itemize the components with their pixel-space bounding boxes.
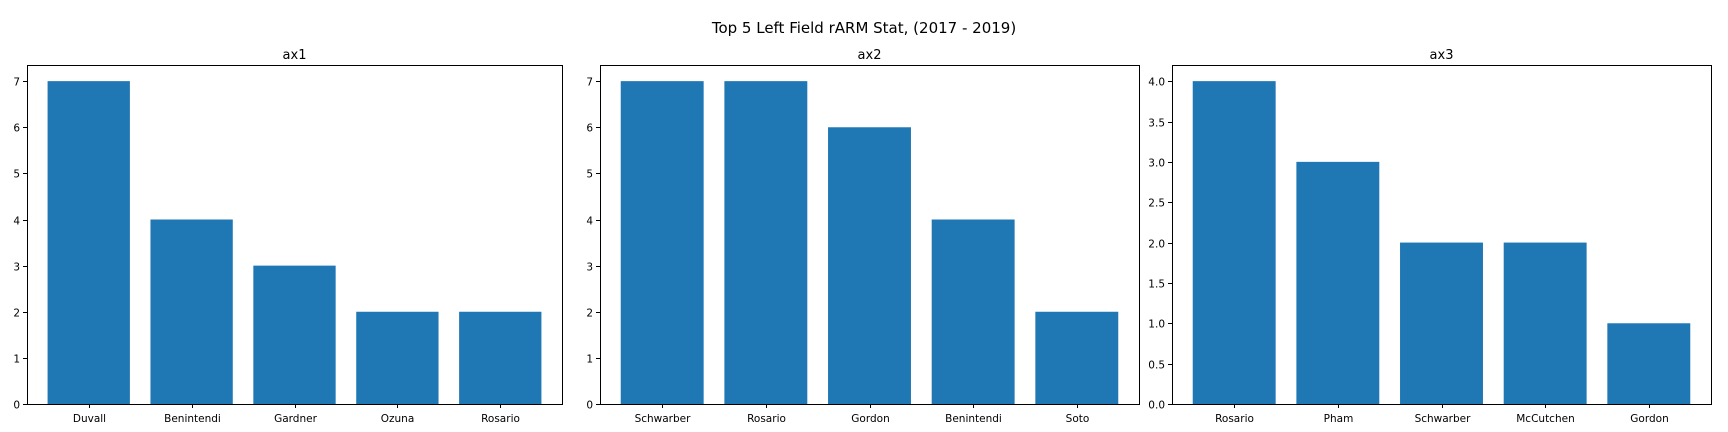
x-tick-label: Gardner <box>274 413 317 425</box>
y-tick-label: 1 <box>586 354 593 366</box>
y-tick-label: 2.5 <box>1148 198 1165 210</box>
subplot-3: 0.0 0.5 1.0 1.5 2.0 2.5 3.0 3.5 4.0 Rosario Pham Sc… <box>1148 48 1712 425</box>
bar-soto <box>1035 311 1119 404</box>
x-tick-label: Benintendi <box>945 413 1002 425</box>
y-tick-label: 4.0 <box>1148 77 1165 89</box>
subplots: 0 1 2 3 4 5 6 7 Duvall Benintendi Gardner Ozuna Rosa… <box>13 48 1712 425</box>
y-tick-label: 7 <box>13 77 20 89</box>
x-tick-label: Ozuna <box>381 413 415 425</box>
bar-schwarber <box>620 81 704 405</box>
bar-rosario <box>459 311 542 404</box>
y-tick-label: 3 <box>13 262 20 274</box>
bar-duvall <box>47 81 130 405</box>
x-tick-label: Pham <box>1324 413 1354 425</box>
subplot-1: 0 1 2 3 4 5 6 7 Duvall Benintendi Gardner Ozuna Rosa… <box>13 48 563 425</box>
bar-pham <box>1296 161 1380 404</box>
y-tick-label: 4 <box>586 216 593 228</box>
bar-mccutchen <box>1503 242 1587 404</box>
bar-benintendi <box>150 219 233 404</box>
bar-ozuna <box>356 311 439 404</box>
y-tick-label: 3.5 <box>1148 118 1165 130</box>
x-tick-label: Benintendi <box>164 413 221 425</box>
y-tick-label: 3.0 <box>1148 158 1165 170</box>
y-tick-label: 2 <box>586 308 593 320</box>
y-tick-label: 3 <box>586 262 593 274</box>
y-tick-label: 0 <box>13 400 20 412</box>
y-tick-label: 6 <box>13 123 20 135</box>
bar-schwarber <box>1400 242 1483 404</box>
y-tick-label: 2.0 <box>1148 239 1165 251</box>
x-tick-label: Duvall <box>73 413 106 425</box>
x-tick-label: Gordon <box>1630 413 1668 425</box>
bar-gardner <box>253 265 336 404</box>
bar-gordon <box>828 127 911 404</box>
y-tick-label: 5 <box>586 169 593 181</box>
x-tick-label: Gordon <box>851 413 889 425</box>
subplot-title: ax3 <box>1430 48 1454 63</box>
x-tick-label: Rosario <box>1215 413 1254 425</box>
y-tick-label: 0.0 <box>1148 400 1165 412</box>
bar-rosario <box>1192 81 1276 405</box>
subplot-title: ax2 <box>858 48 882 63</box>
x-tick-label: Rosario <box>747 413 786 425</box>
y-tick-label: 2 <box>13 308 20 320</box>
y-tick-label: 0.5 <box>1148 360 1165 372</box>
y-tick-label: 5 <box>13 169 20 181</box>
x-tick-label: McCutchen <box>1516 413 1574 425</box>
subplot-title: ax1 <box>283 48 307 63</box>
x-tick-label: Schwarber <box>1415 413 1472 425</box>
y-tick-label: 1.5 <box>1148 279 1165 291</box>
bar-benintendi <box>931 219 1015 404</box>
y-tick-label: 1 <box>13 354 20 366</box>
bar-gordon <box>1607 323 1691 404</box>
x-tick-label: Schwarber <box>635 413 692 425</box>
x-tick-label: Soto <box>1066 413 1090 425</box>
y-tick-label: 0 <box>586 400 593 412</box>
figure-suptitle: Top 5 Left Field rARM Stat, (2017 - 2019… <box>711 19 1016 37</box>
subplot-2: 0 1 2 3 4 5 6 7 Schwarber Rosario Gordon Benintendi… <box>586 48 1140 425</box>
y-tick-label: 4 <box>13 216 20 228</box>
bar-rosario <box>724 81 808 405</box>
y-tick-label: 7 <box>586 77 593 89</box>
x-tick-label: Rosario <box>481 413 520 425</box>
y-tick-label: 6 <box>586 123 593 135</box>
y-tick-label: 1.0 <box>1148 319 1165 331</box>
